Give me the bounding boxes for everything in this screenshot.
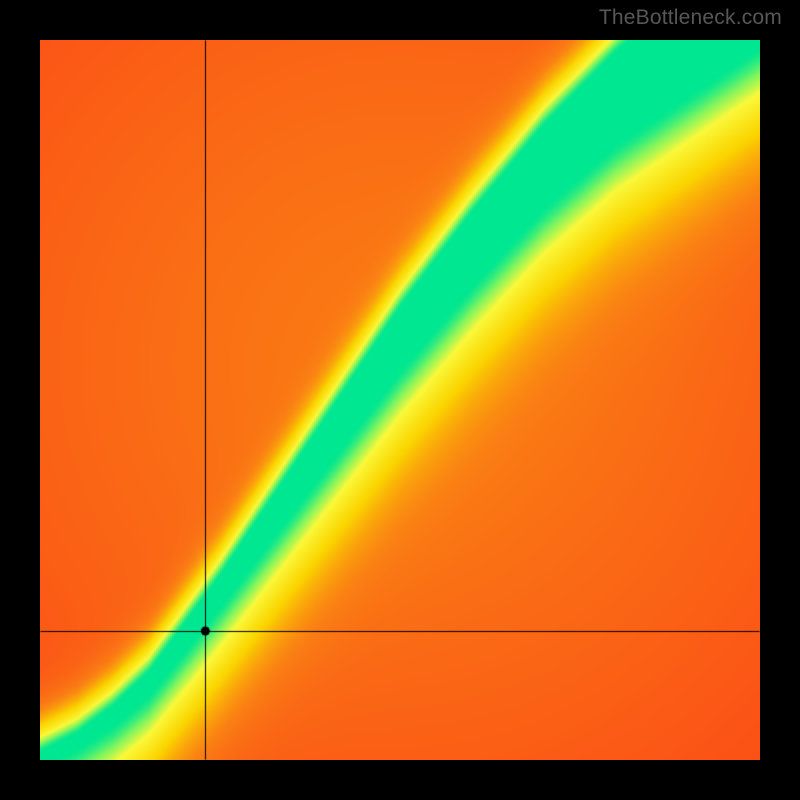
figure-frame: TheBottleneck.com (0, 0, 800, 800)
bottleneck-heatmap (40, 40, 760, 760)
watermark-text: TheBottleneck.com (599, 6, 782, 30)
plot-area (40, 40, 760, 760)
